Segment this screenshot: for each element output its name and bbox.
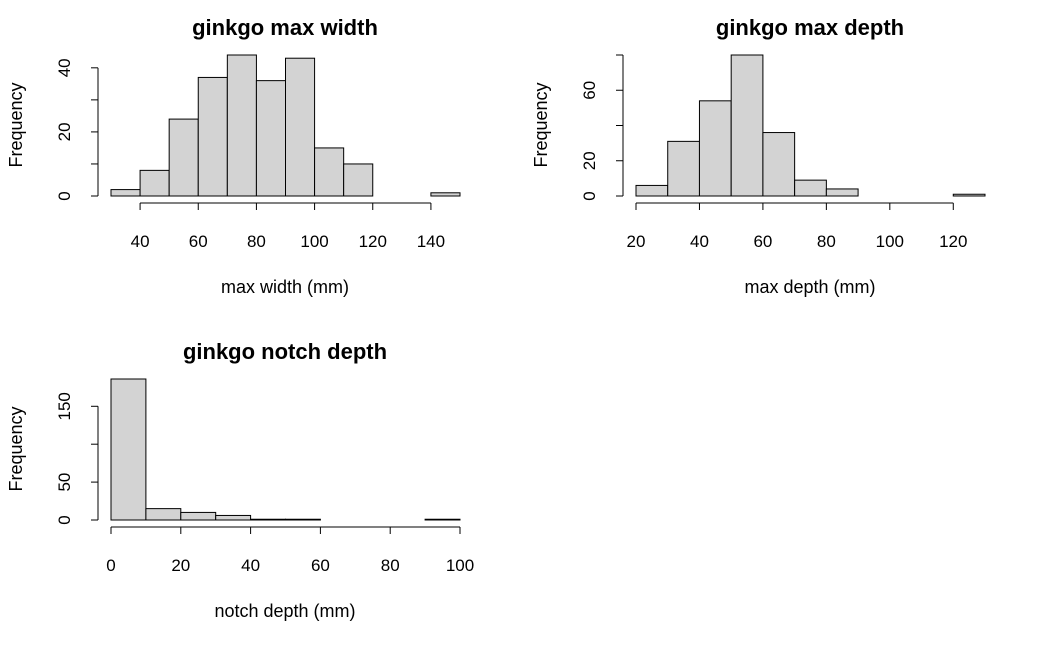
max-depth-histogram: ginkgo max depth max depth (mm) Frequenc… — [531, 15, 986, 297]
histogram-bar — [180, 511, 217, 521]
histogram-bar — [110, 378, 147, 521]
y-tick-label: 50 — [55, 473, 74, 492]
histogram-bar — [667, 140, 700, 197]
histogram-bar — [314, 147, 345, 197]
y-tick-label: 20 — [55, 122, 74, 141]
y-axis-label: Frequency — [6, 82, 26, 167]
x-axis-label: notch depth (mm) — [214, 601, 355, 621]
y-axis-label: Frequency — [531, 82, 551, 167]
y-tick-label: 0 — [55, 515, 74, 524]
histogram-bar — [430, 192, 461, 197]
x-tick-label: 0 — [106, 556, 115, 575]
histogram-bar — [424, 518, 461, 521]
histogram-bar — [139, 169, 170, 197]
histogram-bar — [635, 184, 669, 197]
x-tick-label: 60 — [189, 232, 208, 251]
histogram-bar — [794, 179, 827, 197]
chart-title: ginkgo max width — [192, 15, 378, 40]
histogram-bar — [145, 508, 182, 521]
histogram-bar — [110, 189, 141, 197]
x-tick-label: 80 — [247, 232, 266, 251]
histogram-bar — [825, 188, 859, 197]
notch-depth-histogram: ginkgo notch depth notch depth (mm) Freq… — [6, 339, 474, 621]
y-tick-label: 0 — [55, 191, 74, 200]
histogram-bar — [215, 514, 252, 521]
histogram-bar — [285, 57, 316, 197]
histogram-bar — [255, 80, 286, 197]
x-tick-label: 60 — [753, 232, 772, 251]
x-tick-label: 80 — [817, 232, 836, 251]
x-tick-label: 120 — [939, 232, 967, 251]
histogram-bar — [343, 163, 374, 197]
histogram-bar — [168, 118, 199, 197]
histogram-bar — [730, 54, 764, 197]
y-tick-label: 150 — [55, 392, 74, 420]
x-tick-label: 40 — [131, 232, 150, 251]
histogram-bar — [285, 518, 321, 521]
x-tick-label: 100 — [446, 556, 474, 575]
x-axis-label: max width (mm) — [221, 277, 349, 297]
x-axis-label: max depth (mm) — [744, 277, 875, 297]
y-tick-label: 40 — [55, 58, 74, 77]
chart-title: ginkgo max depth — [716, 15, 904, 40]
x-tick-label: 140 — [417, 232, 445, 251]
x-tick-label: 20 — [627, 232, 646, 251]
y-tick-label: 60 — [580, 81, 599, 100]
x-tick-label: 100 — [876, 232, 904, 251]
histogram-bar — [226, 54, 257, 197]
histogram-bar — [250, 518, 287, 521]
y-tick-label: 0 — [580, 191, 599, 200]
histogram-bar — [762, 132, 796, 197]
x-tick-label: 40 — [690, 232, 709, 251]
x-tick-label: 60 — [311, 556, 330, 575]
x-tick-label: 120 — [359, 232, 387, 251]
x-tick-label: 20 — [171, 556, 190, 575]
histogram-bar — [698, 100, 732, 197]
max-width-histogram: ginkgo max width max width (mm) Frequenc… — [6, 15, 461, 297]
y-axis-label: Frequency — [6, 406, 26, 491]
chart-title: ginkgo notch depth — [183, 339, 387, 364]
histogram-bar — [197, 76, 228, 197]
y-tick-label: 20 — [580, 151, 599, 170]
x-tick-label: 40 — [241, 556, 260, 575]
x-tick-label: 100 — [300, 232, 328, 251]
x-tick-label: 80 — [381, 556, 400, 575]
histogram-bar — [952, 193, 986, 197]
